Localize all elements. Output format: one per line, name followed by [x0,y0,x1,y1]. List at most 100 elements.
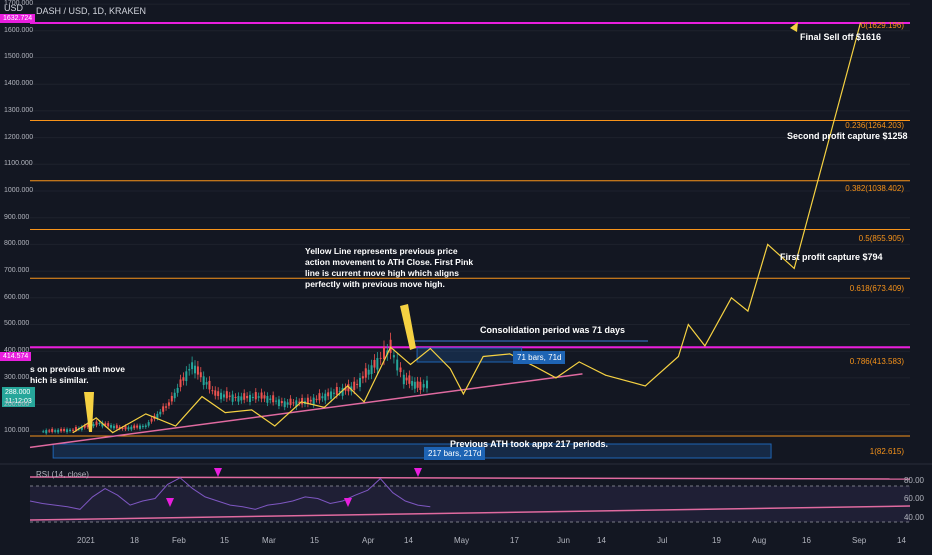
candle-body [98,422,101,424]
candle-body [370,365,373,375]
candle-countdown: 11:12:03 [5,398,32,405]
rsi-marker-arrow [414,468,422,477]
x-tick-label: 14 [897,536,906,545]
candle-body [139,425,141,429]
second-profit-note: Second profit capture $1258 [787,131,908,141]
projection-point [429,348,431,350]
candle-body [251,396,254,398]
fib-label-0: 0(1629.196) [860,21,904,30]
projection-point [72,432,74,434]
candle-body [147,422,150,426]
projection-point [704,345,706,347]
candle-body [422,384,425,388]
symbol-title[interactable]: DASH / USD, 1D, KRAKEN [36,6,147,16]
current-price-tag: 288.000 11:12:03 [2,387,35,407]
projection-point [251,409,253,411]
candle-body [191,362,194,370]
y-tick-label: 1400.000 [4,80,34,88]
rsi-tick-80: 80.00 [903,476,924,485]
candle-body [159,411,162,415]
previous-ath-note: Previous ATH took appx 217 periods. [450,439,609,449]
rsi-tick-60: 60.00 [903,494,924,503]
projection-point [767,243,769,245]
candle-body [63,428,66,432]
candle-body [392,355,395,358]
x-tick-label: 19 [712,536,721,545]
candle-body [173,392,176,399]
projection-point [555,377,557,379]
candle-body [292,402,295,404]
projection-point [482,356,484,358]
y-tick-label: 500.000 [4,320,30,328]
bars-71-label: 71 bars, 71d [513,351,566,364]
fib-label-05: 0.5(855.905) [858,234,904,243]
projection-point [687,323,689,325]
x-tick-label: 17 [510,536,519,545]
x-tick-label: 15 [220,536,229,545]
final-sell-note: Final Sell off $1616 [800,32,882,42]
candle-body [335,386,338,395]
candle-body [101,422,104,427]
candle-body [344,387,347,391]
candle-body [301,397,304,405]
candle-body [214,390,217,396]
candle-body [341,387,344,396]
candle-body [408,375,411,384]
projection-point [677,356,679,358]
candle-body [249,394,251,403]
y-tick-label: 1100.000 [4,160,33,168]
candle-body [130,426,133,430]
candle-body [353,381,356,391]
y-tick-label: 1700.000 [4,0,34,8]
candle-body [283,401,286,408]
candle-body [330,391,333,399]
y-tick-label: 1000.000 [4,186,34,194]
yellow-line-note: Yellow Line represents previous price ac… [305,246,474,289]
candle-body [69,429,72,431]
candle-body [176,387,179,393]
candle-body [165,406,168,408]
candle-body [318,393,321,401]
candle-body [188,369,191,371]
projection-point [449,368,451,370]
candle-body [136,425,139,428]
rsi-title[interactable]: RSI (14, close) [36,470,89,479]
projection-point [112,432,114,434]
fib-label-0236: 0.236(1264.203) [845,121,904,130]
candle-body [243,393,246,400]
range-box-217 [52,443,772,459]
projection-point [462,393,464,395]
candle-body [382,347,385,360]
candle-body [74,426,77,431]
candle-body [240,396,243,401]
candle-body [127,427,130,430]
candle-body [338,391,341,393]
candle-body [54,430,57,432]
first-profit-note: First profit capture $794 [780,252,883,262]
fib-label-0786: 0.786(413.583) [849,357,904,366]
candle-body [396,359,399,371]
x-tick-label: 15 [310,536,319,545]
y-tick-label: 400.000 [4,347,30,355]
rsi-marker-arrow [344,498,352,507]
x-tick-label: 18 [130,536,139,545]
candle-body [45,430,48,434]
candle-body [364,368,367,378]
rsi-line [29,477,431,510]
candle-body [379,357,382,359]
candle-body [57,429,60,433]
yellow-arrow-left [84,392,94,432]
projection-point [224,412,226,414]
candle-body [356,383,359,385]
candle-body [217,391,220,397]
projection-point [509,353,511,355]
projection-point [363,401,365,403]
candle-body [170,395,173,402]
candle-body [413,381,416,389]
x-tick-label: Mar [262,536,276,545]
candle-body [347,384,350,392]
projection-point [859,22,861,24]
y-tick-label: 300.000 [4,373,30,381]
fib-label-1: 1(82.615) [869,447,904,456]
